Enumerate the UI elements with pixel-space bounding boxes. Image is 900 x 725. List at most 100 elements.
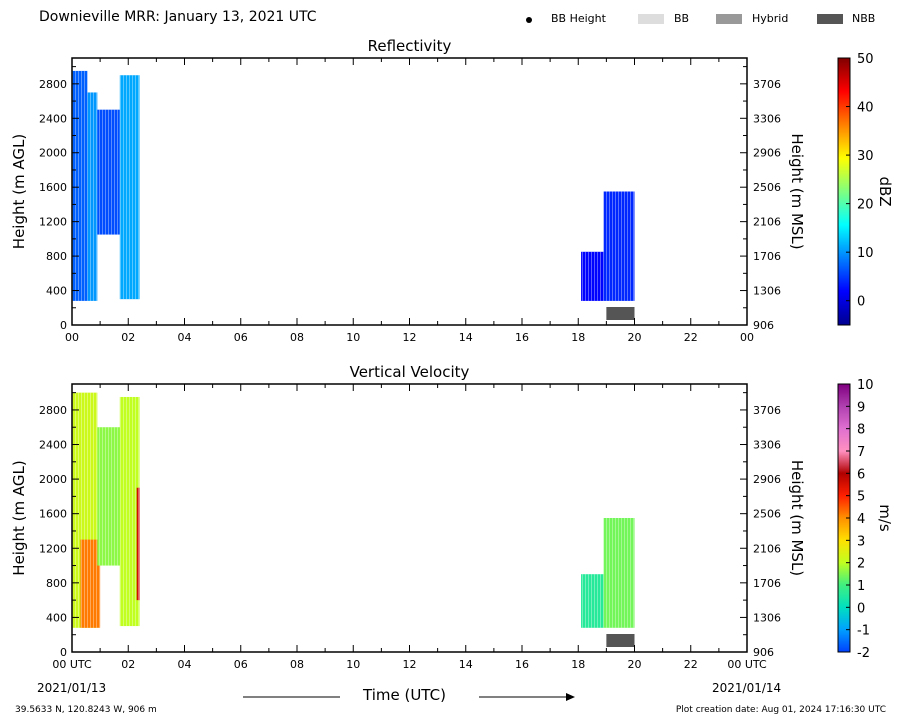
x-tick-label: 14 (459, 331, 473, 344)
x-tick-label: 04 (178, 658, 192, 671)
colorbar: 0 10 20 30 40 50 dBZ (837, 52, 894, 326)
heatmap-cell-texture (136, 487, 140, 601)
x-tick-label: 06 (234, 331, 248, 344)
x-tick-label: 10 (346, 331, 360, 344)
legend-dot-icon (526, 17, 532, 23)
colorbar-tick-label: 10 (857, 246, 874, 261)
y-tick-label-right: 3706 (753, 404, 781, 417)
y-tick-label-right: 3706 (753, 78, 781, 91)
y-axis-label-right: Height (m MSL) (788, 460, 806, 576)
y-tick-label: 2400 (39, 439, 67, 452)
y-tick-label-right: 2106 (753, 216, 781, 229)
y-tick-label-right: 1706 (753, 577, 781, 590)
heatmap-cells (72, 392, 635, 628)
x-tick-label: 06 (234, 658, 248, 671)
start-date: 2021/01/13 (37, 681, 107, 695)
x-tick-label: 16 (515, 331, 529, 344)
x-tick-label: 08 (290, 658, 304, 671)
y-tick-label: 1600 (39, 181, 67, 194)
y-tick-label: 400 (46, 611, 67, 624)
y-tick-label: 1200 (39, 542, 67, 555)
colorbar-tick-label: 9 (857, 400, 865, 415)
y-tick-label: 2800 (39, 78, 67, 91)
x-tick-label: 02 (121, 331, 135, 344)
y-tick-label: 2000 (39, 147, 67, 160)
colorbar-tick-label: 0 (857, 601, 865, 616)
colorbar-label: dBZ (876, 176, 894, 206)
y-tick-label-right: 2106 (753, 542, 781, 555)
y-tick-label-right: 2506 (753, 508, 781, 521)
colorbar-tick-label: 3 (857, 534, 865, 549)
colorbar-tick-label: 6 (857, 467, 865, 482)
x-tick-label: 04 (178, 331, 192, 344)
panel-title: Reflectivity (368, 37, 452, 55)
colorbar-tick-label: 1 (857, 579, 865, 594)
y-tick-label: 800 (46, 577, 67, 590)
y-tick-label: 800 (46, 250, 67, 263)
plot-date-text: Plot creation date: Aug 01, 2024 17:16:3… (675, 705, 886, 715)
heatmap-cell-texture (72, 70, 88, 301)
y-tick-label: 400 (46, 285, 67, 298)
x-tick-label: 10 (346, 658, 360, 671)
y-axis-label-right: Height (m MSL) (788, 133, 806, 249)
heatmap-cell-texture (581, 251, 604, 301)
y-tick-label-right: 906 (753, 319, 774, 332)
y-tick-label-right: 3306 (753, 439, 781, 452)
bright-band-marker-nbb (606, 307, 635, 320)
legend-label-bb: BB (674, 12, 690, 25)
location-text: 39.5633 N, 120.8243 W, 906 m (15, 705, 157, 715)
colorbar-tick-label: -2 (857, 646, 870, 661)
legend-swatch-hybrid (716, 14, 742, 24)
y-tick-label-right: 1306 (753, 285, 781, 298)
y-tick-label-right: 3306 (753, 112, 781, 125)
y-axis-label: Height (m AGL) (10, 460, 28, 575)
colorbar-tick-label: 10 (857, 378, 874, 393)
heatmap-cell-texture (87, 92, 98, 301)
panel-title: Vertical Velocity (350, 363, 470, 381)
y-tick-label: 2400 (39, 112, 67, 125)
y-axis-label: Height (m AGL) (10, 134, 28, 249)
x-tick-label: 22 (684, 658, 698, 671)
x-tick-label: 18 (571, 331, 585, 344)
heatmap-cell-texture (581, 574, 604, 628)
bb-legend: BB Height BB Hybrid NBB (520, 10, 890, 28)
legend-swatch-bb (638, 14, 664, 24)
y-tick-label-right: 2906 (753, 473, 781, 486)
end-date: 2021/01/14 (712, 681, 782, 695)
y-tick-label-right: 1306 (753, 611, 781, 624)
y-tick-label-right: 2906 (753, 147, 781, 160)
heatmap-cell-texture (603, 518, 635, 628)
colorbar-tick-label: 0 (857, 295, 865, 310)
colorbar-tick-label: 5 (857, 490, 865, 505)
heatmap-cells (72, 70, 635, 301)
x-tick-label: 12 (403, 658, 417, 671)
colorbar-tick-label: 7 (857, 445, 865, 460)
x-tick-label: 16 (515, 658, 529, 671)
colorbar-label: m/s (876, 504, 894, 532)
legend-swatch-nbb (817, 14, 843, 24)
colorbar-tick-label: 8 (857, 423, 865, 438)
x-tick-label: 08 (290, 331, 304, 344)
colorbar-gradient (837, 57, 851, 326)
heatmap-cell-texture (119, 396, 140, 627)
y-tick-label: 0 (60, 319, 67, 332)
heatmap-cell-texture (97, 427, 123, 566)
plot-frame (71, 383, 748, 653)
x-tick-label: 18 (571, 658, 585, 671)
legend-label-hybrid: Hybrid (752, 12, 789, 25)
colorbar-tick-label: 50 (857, 52, 874, 67)
colorbar-tick-label: -1 (857, 624, 870, 639)
y-tick-label: 1200 (39, 216, 67, 229)
time-axis-arrows (243, 693, 575, 701)
x-tick-label: 20 (628, 658, 642, 671)
heatmap-cell-texture (603, 191, 635, 301)
y-tick-label: 1600 (39, 508, 67, 521)
plot-frame (71, 57, 748, 326)
colorbar: -2 -1 0 1 2 3 4 5 6 7 8 9 10 m/s (837, 378, 894, 661)
x-tick-label: 14 (459, 658, 473, 671)
colorbar-tick-label: 40 (857, 101, 874, 116)
colorbar-tick-label: 30 (857, 149, 874, 164)
x-tick-label: 00 UTC (52, 658, 92, 671)
